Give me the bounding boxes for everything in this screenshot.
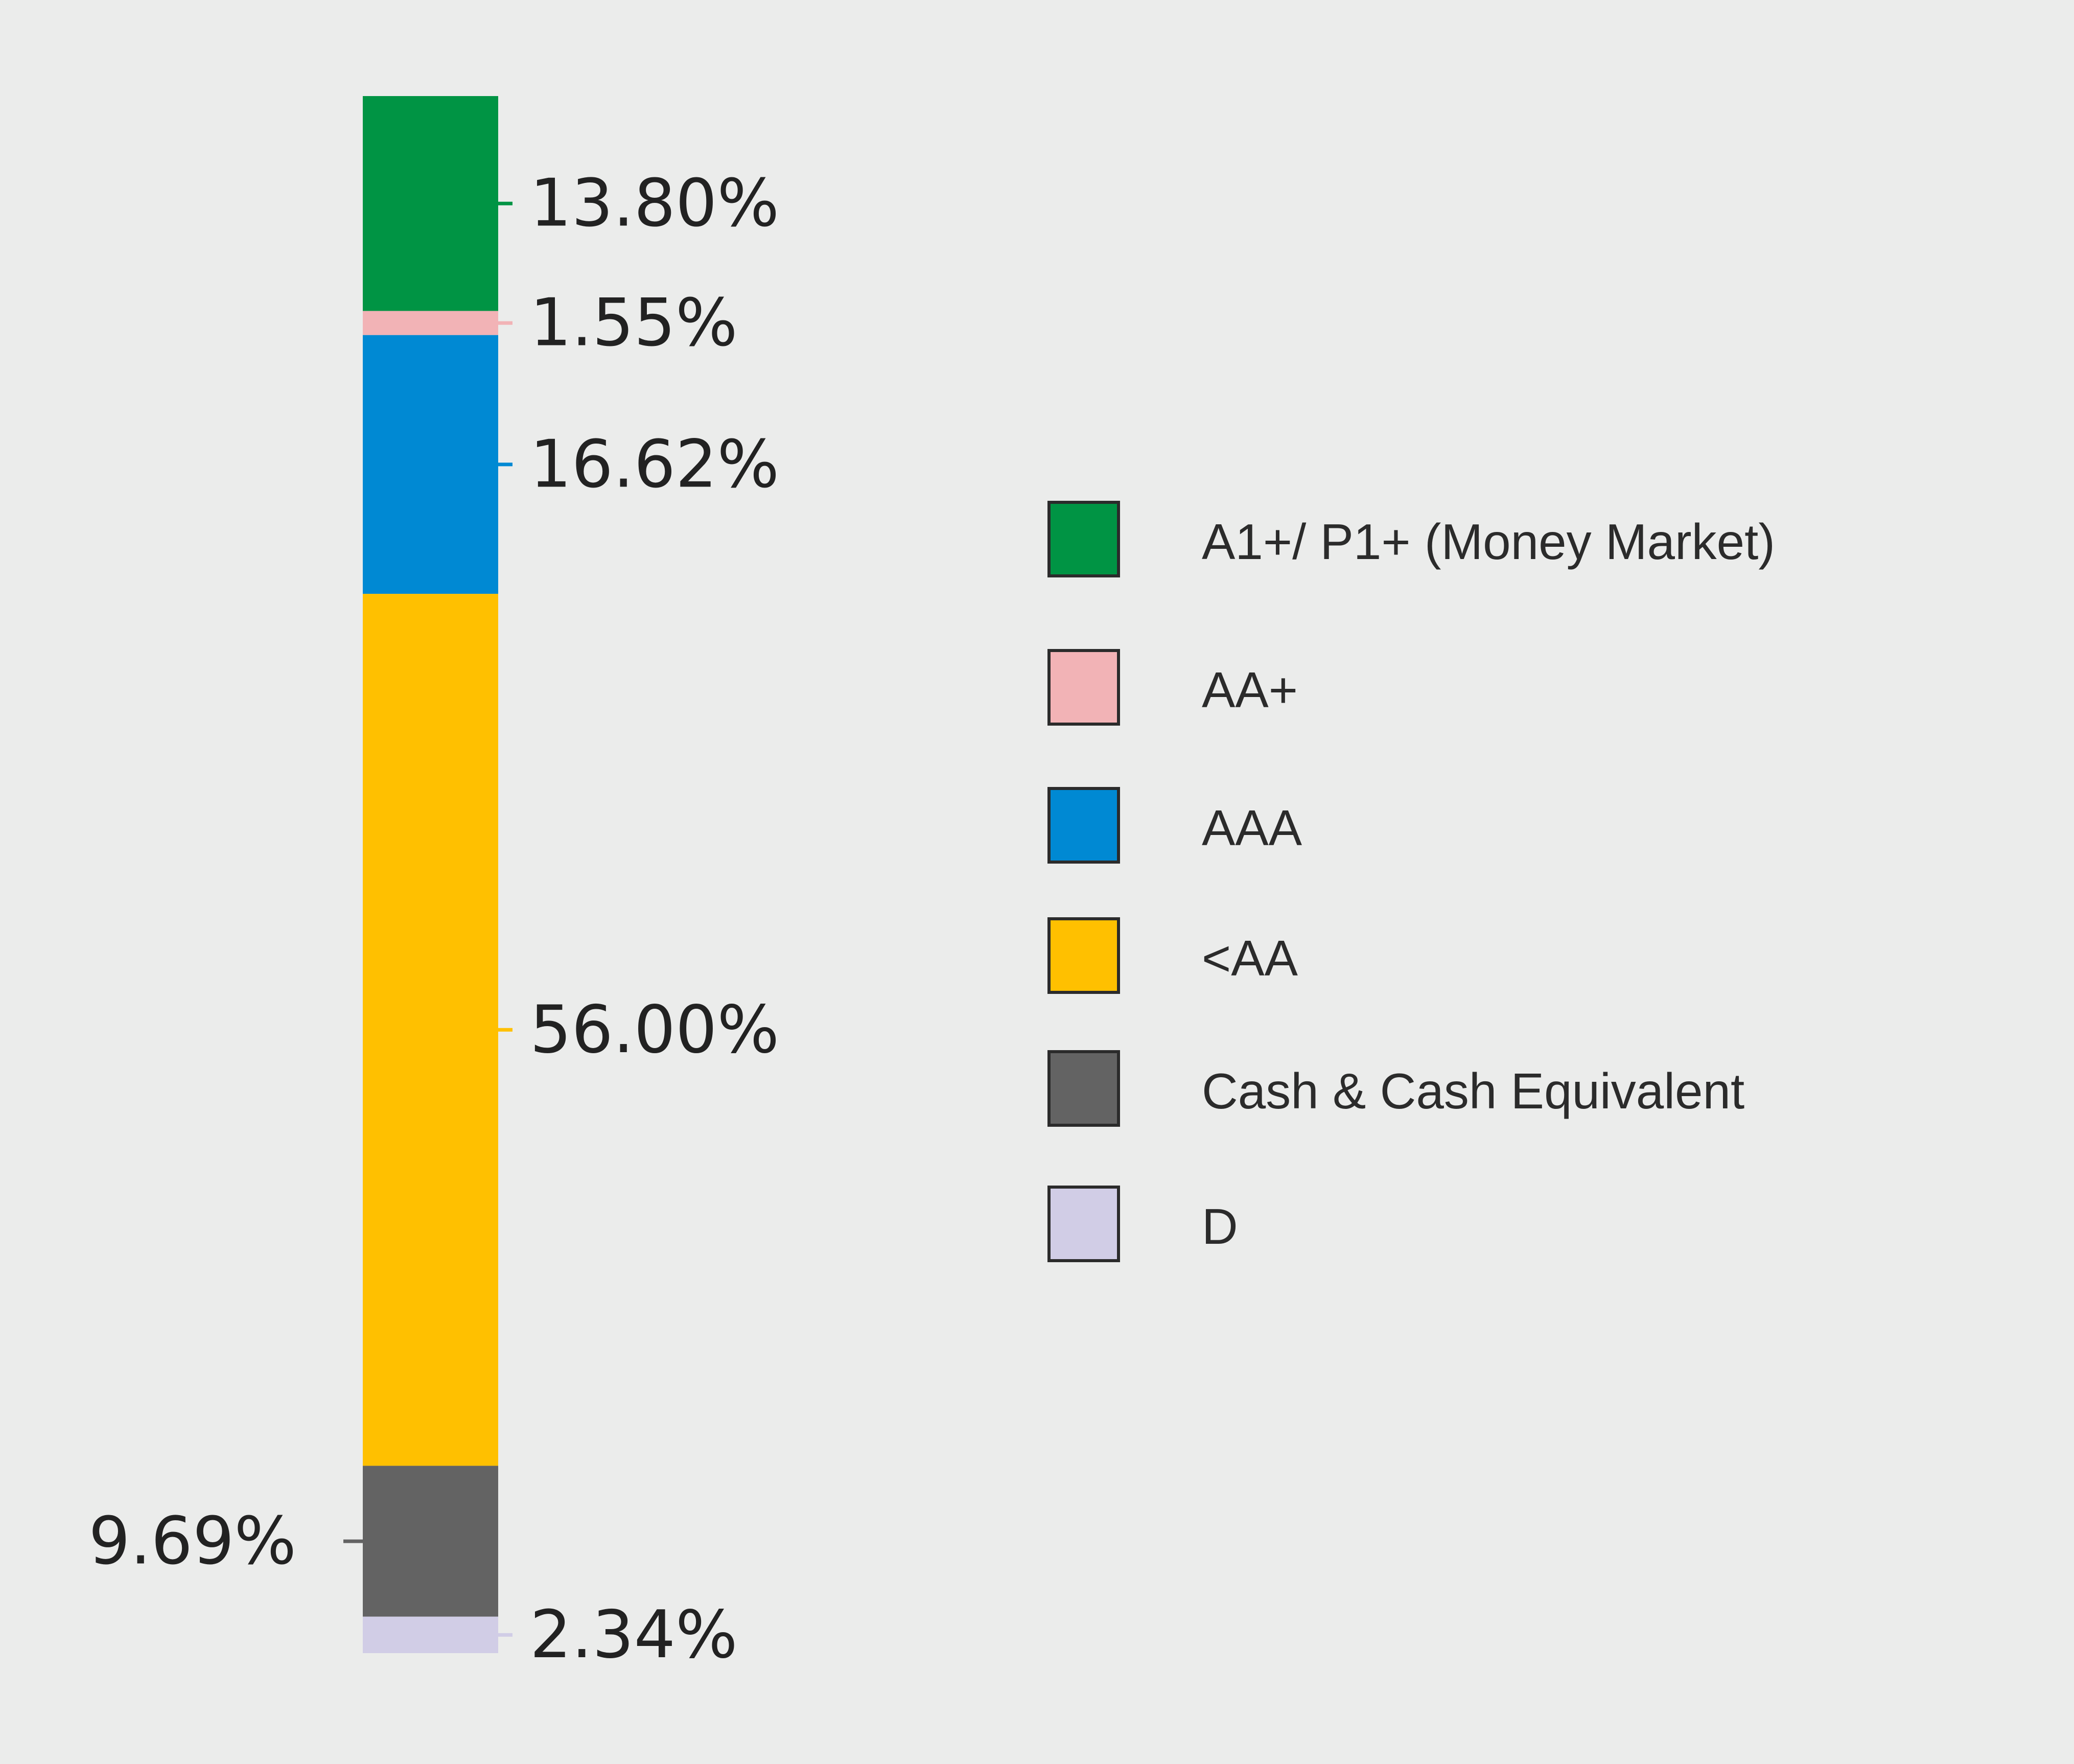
legend-swatch-a1-p1 xyxy=(1047,501,1120,577)
legend-swatch-aa-plus xyxy=(1047,649,1120,726)
legend-label-a1-p1: A1+/ P1+ (Money Market) xyxy=(1202,514,1776,570)
bar-segment-aaa xyxy=(363,335,498,594)
legend-swatch-d xyxy=(1047,1186,1120,1262)
legend-item-cash: Cash & Cash Equivalent xyxy=(1047,1050,1840,1127)
bar-segment-a1-p1 xyxy=(363,96,498,311)
data-label-d: 2.34% xyxy=(530,1597,738,1673)
legend-item-aa-plus: AA+ xyxy=(1047,649,1840,726)
data-label-aaa: 16.62% xyxy=(530,426,779,502)
bar-segment-d xyxy=(363,1616,498,1653)
data-label-a1-p1: 13.80% xyxy=(530,166,779,242)
legend-label-cash: Cash & Cash Equivalent xyxy=(1202,1063,1745,1119)
data-label-cash: 9.69% xyxy=(88,1503,296,1580)
legend-swatch-cash xyxy=(1047,1050,1120,1127)
legend-swatch-below-aa xyxy=(1047,917,1120,994)
legend-item-aaa: AAA xyxy=(1047,787,1840,864)
bar-segment-below-aa xyxy=(363,594,498,1466)
bar-segment-cash xyxy=(363,1466,498,1617)
legend-item-a1-p1: A1+/ P1+ (Money Market) xyxy=(1047,501,1840,577)
legend-item-below-aa: <AA xyxy=(1047,917,1840,994)
legend-label-aaa: AAA xyxy=(1202,800,1302,856)
legend-swatch-aaa xyxy=(1047,787,1120,864)
legend-label-aa-plus: AA+ xyxy=(1202,662,1298,718)
data-label-below-aa: 56.00% xyxy=(530,992,779,1068)
legend-item-d: D xyxy=(1047,1186,1840,1262)
legend-label-d: D xyxy=(1202,1198,1238,1255)
bar-segment-aa-plus xyxy=(363,311,498,335)
legend-label-below-aa: <AA xyxy=(1202,930,1298,986)
data-label-aa-plus: 1.55% xyxy=(530,285,738,361)
